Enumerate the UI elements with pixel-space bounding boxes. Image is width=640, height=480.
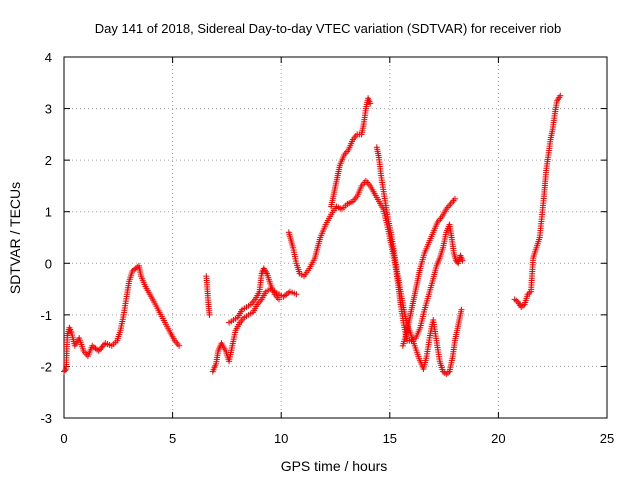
data-point xyxy=(206,311,213,318)
y-tick-label: 1 xyxy=(45,205,52,220)
data-point xyxy=(62,367,69,374)
y-tick-label: 4 xyxy=(45,50,52,65)
y-tick-label: 2 xyxy=(45,153,52,168)
x-tick-label: 20 xyxy=(491,431,505,446)
data-point xyxy=(451,195,458,202)
chart-title: Day 141 of 2018, Sidereal Day-to-day VTE… xyxy=(95,21,562,36)
data-point xyxy=(276,296,283,303)
x-tick-label: 25 xyxy=(600,431,614,446)
x-tick-label: 0 xyxy=(60,431,67,446)
y-tick-label: -1 xyxy=(40,308,52,323)
y-tick-label: 3 xyxy=(45,102,52,117)
x-tick-label: 10 xyxy=(274,431,288,446)
data-points xyxy=(61,92,564,378)
x-axis-label: GPS time / hours xyxy=(281,458,388,474)
y-tick-labels: -3 -2 -1 0 1 2 3 4 xyxy=(40,50,52,426)
y-tick-label: 0 xyxy=(45,256,52,271)
y-tick-label: -2 xyxy=(40,359,52,374)
y-axis-label: SDTVAR / TECUs xyxy=(7,182,23,294)
data-point xyxy=(459,257,466,264)
data-point xyxy=(293,291,300,298)
data-point xyxy=(557,92,564,99)
x-tick-labels: 0 5 10 15 20 25 xyxy=(60,431,614,446)
data-point xyxy=(458,306,465,313)
y-tick-label: -3 xyxy=(40,411,52,426)
x-tick-label: 5 xyxy=(169,431,176,446)
x-tick-label: 15 xyxy=(383,431,397,446)
data-point xyxy=(367,100,374,107)
data-point xyxy=(176,342,183,349)
plot-frame xyxy=(63,56,608,419)
